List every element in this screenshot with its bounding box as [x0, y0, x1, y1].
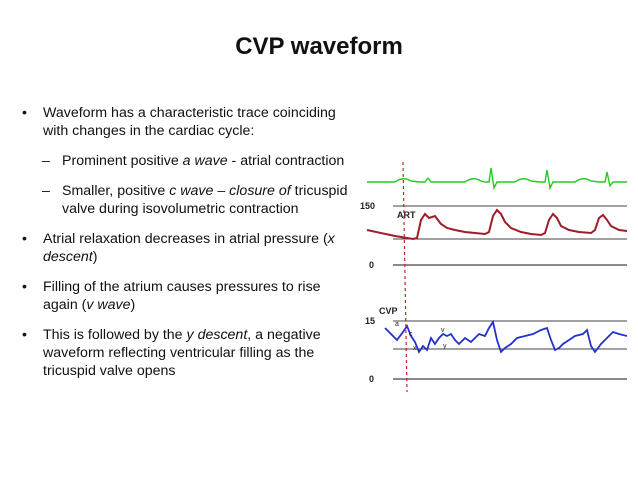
wave-label-c: c [409, 331, 413, 338]
sub-bullet-a-wave: – Prominent positive a wave - atrial con… [22, 152, 357, 170]
bullet-marker: • [22, 279, 27, 295]
bullet-text-em: c wave – closure of [169, 183, 291, 199]
wave-label-y: y [443, 343, 447, 350]
bullet-text-em: v wave [86, 297, 131, 313]
sub-bullet-c-wave: – Smaller, positive c wave – closure of … [22, 182, 357, 218]
bullet-text-post: ) [92, 249, 98, 265]
bullet-text-post: ) [130, 297, 136, 313]
cvp-trace [384, 319, 627, 354]
slide-title: CVP waveform [235, 33, 403, 60]
timing-marker-line [402, 161, 408, 393]
cvp-waveform-figure: 150 0 ART 15 0 CVP a c x v y [360, 161, 627, 393]
bullet-text-post: tricuspid valve during isovolumetric con… [62, 183, 348, 217]
bullet-text-pre: Atrial relaxation decreases in atrial pr… [43, 231, 328, 247]
dash-marker: – [42, 153, 50, 169]
bullet-x-descent: • Atrial relaxation decreases in atrial … [22, 230, 357, 266]
bullet-y-descent: • This is followed by the y descent, a n… [22, 326, 357, 380]
bullet-text-pre: Prominent positive [62, 153, 183, 169]
art-tick-0: 0 [369, 260, 374, 270]
bullet-text-pre: Smaller, positive [62, 183, 170, 199]
bullet-marker: • [22, 231, 27, 247]
art-label-bg [395, 208, 419, 220]
cvp-tick-0: 0 [369, 374, 374, 384]
bullet-text-pre: This is followed by the [43, 327, 187, 343]
cvp-label: CVP [379, 306, 398, 316]
bullet-list: • Waveform has a characteristic trace co… [22, 104, 357, 392]
wave-label-x: x [413, 345, 417, 352]
wave-label-a: a [395, 321, 399, 328]
bullet-v-wave: • Filling of the atrium causes pressures… [22, 278, 357, 314]
bullet-waveform-trace: • Waveform has a characteristic trace co… [22, 104, 357, 140]
bullet-marker: • [22, 327, 27, 343]
cvp-tick-15: 15 [365, 316, 375, 326]
bullet-marker: • [22, 105, 27, 121]
bullet-text-em: y descent [186, 327, 248, 343]
wave-label-v: v [441, 327, 445, 334]
ecg-trace [367, 167, 627, 191]
bullet-text-em: x descent [43, 231, 335, 265]
bullet-text-post: - atrial contraction [227, 153, 345, 169]
art-trace [366, 208, 627, 241]
art-label: ART [397, 210, 416, 220]
bullet-text-em: a wave [182, 153, 228, 169]
bullet-text: Waveform has a characteristic trace coin… [43, 105, 336, 139]
dash-marker: – [42, 183, 50, 199]
art-tick-150: 150 [360, 201, 375, 211]
bullet-text-post: , a negative waveform reflecting ventric… [43, 327, 321, 379]
bullet-text-pre: Filling of the atrium causes pressures t… [43, 279, 321, 313]
